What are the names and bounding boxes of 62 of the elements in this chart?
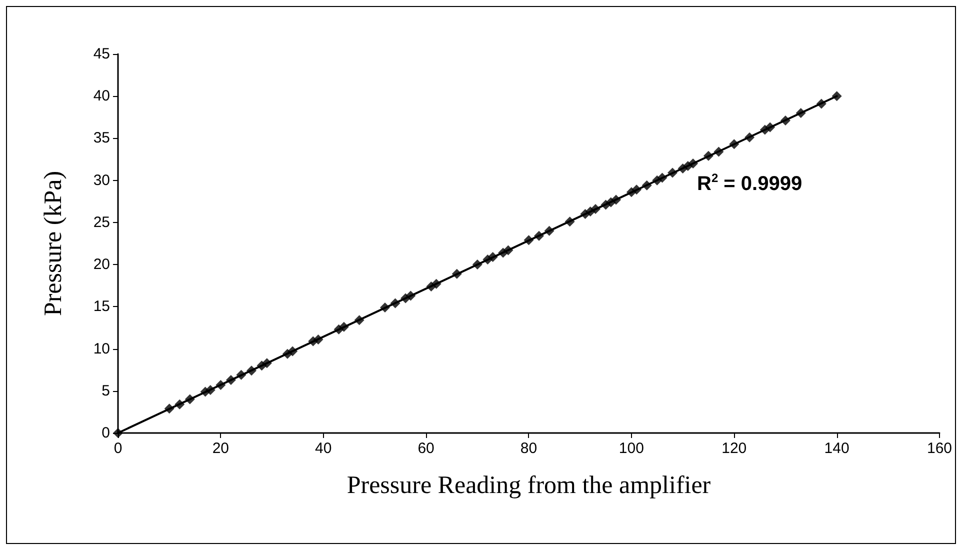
point: [406, 290, 416, 301]
point: [380, 302, 390, 313]
point: [765, 122, 776, 132]
y-tick-label: 45: [93, 46, 110, 62]
x-tick-label: 0: [114, 440, 122, 457]
y-tick-label: 15: [93, 298, 110, 316]
point: [729, 139, 740, 150]
point: [564, 216, 575, 227]
point: [796, 108, 806, 118]
point: [288, 346, 298, 356]
point: [503, 245, 514, 256]
y-tick-label: 10: [93, 340, 110, 358]
y-tick-label: 5: [102, 382, 110, 400]
x-tick-label: 100: [618, 440, 644, 457]
point: [524, 235, 534, 246]
y-tick-label: 0: [102, 424, 110, 442]
point: [216, 380, 226, 390]
point: [642, 180, 652, 190]
point: [657, 172, 668, 183]
x-tick-label: 20: [212, 440, 230, 457]
x-tick-label: 160: [926, 440, 952, 457]
point: [472, 260, 482, 270]
point: [164, 404, 174, 414]
y-tick-label: 20: [93, 256, 110, 274]
point: [262, 358, 272, 368]
point: [354, 315, 364, 326]
x-tick-label: 80: [520, 440, 538, 457]
y-tick-label: 35: [93, 130, 110, 147]
point: [205, 385, 216, 396]
point: [452, 268, 462, 279]
x-tick-label: 120: [722, 440, 747, 457]
point: [632, 184, 642, 195]
point: [184, 394, 195, 404]
x-axis-title: Pressure Reading from the amplifier: [346, 472, 712, 499]
point: [431, 278, 442, 289]
point: [338, 322, 349, 332]
point: [703, 150, 714, 161]
point: [226, 374, 236, 385]
point: [688, 158, 698, 168]
y-axis-title: Pressure (kPa): [40, 170, 67, 316]
point: [390, 298, 400, 308]
point: [534, 230, 544, 241]
point: [174, 399, 185, 410]
point: [816, 98, 826, 109]
x-tick-label: 140: [824, 440, 850, 457]
point: [488, 252, 498, 262]
point: [780, 116, 790, 126]
point: [590, 204, 600, 214]
point: [744, 132, 755, 142]
point: [236, 370, 246, 380]
point: [668, 168, 678, 178]
y-tick-label: 25: [93, 214, 110, 231]
y-tick-label: 30: [93, 172, 110, 189]
y-tick-label: 40: [93, 88, 110, 105]
point: [544, 226, 554, 236]
point: [714, 146, 724, 157]
point: [313, 334, 324, 345]
point: [611, 194, 622, 205]
point: [246, 366, 256, 376]
x-tick-label: 60: [418, 440, 434, 457]
point: [832, 91, 842, 102]
x-tick-label: 40: [315, 440, 332, 457]
